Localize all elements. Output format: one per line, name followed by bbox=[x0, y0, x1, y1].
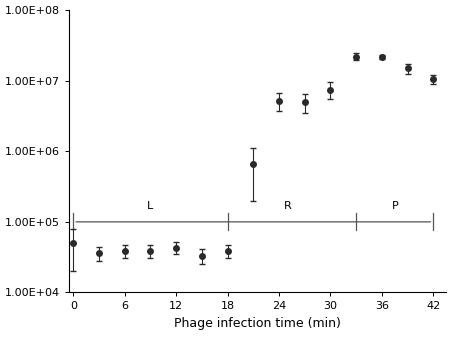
Text: P: P bbox=[391, 201, 397, 211]
Text: R: R bbox=[283, 201, 291, 211]
Text: L: L bbox=[147, 201, 153, 211]
X-axis label: Phage infection time (min): Phage infection time (min) bbox=[174, 317, 340, 330]
